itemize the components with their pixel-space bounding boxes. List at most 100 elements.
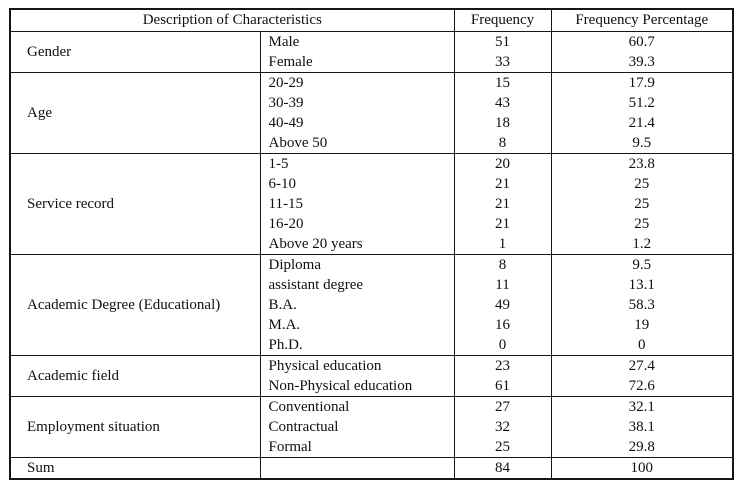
sum-label-cell: Sum xyxy=(9,456,261,479)
frequency-cell: 23 xyxy=(453,354,552,376)
table-row: Ph.D. 0 0 xyxy=(10,334,734,355)
frequency-cell: 8 xyxy=(453,253,552,275)
percentage-cell: 17.9 xyxy=(550,71,734,93)
table-row: Service record 1-5 20 23.8 xyxy=(9,152,734,254)
percentage-cell: 9.5 xyxy=(550,253,734,275)
table-row: 30-39 43 51.2 xyxy=(10,92,734,113)
subcategory-cell: Above 50 xyxy=(259,132,455,153)
frequency-cell: 21 xyxy=(453,213,552,234)
frequency-cell: 1 xyxy=(453,233,552,254)
frequency-cell: 33 xyxy=(453,51,552,72)
category-cell: Employment situation xyxy=(9,395,261,457)
table-body: Gender Male 51 60.7 Female 33 39.3 Age 20-29 15 17… xyxy=(9,30,734,479)
subcategory-cell: 30-39 xyxy=(259,92,455,113)
header-frequency-percentage: Frequency Percentage xyxy=(550,9,734,32)
subcategory-cell: 1-5 xyxy=(259,152,455,174)
frequency-cell: 18 xyxy=(453,112,552,133)
table-row: assistant degree 11 13.1 xyxy=(10,274,734,295)
percentage-cell: 25 xyxy=(550,193,734,214)
frequency-cell: 51 xyxy=(453,30,552,52)
subcategory-cell: 40-49 xyxy=(259,112,455,133)
percentage-cell: 32.1 xyxy=(550,395,734,417)
header-description: Description of Characteristics xyxy=(9,9,455,32)
table-row: Non-Physical education 61 72.6 xyxy=(10,375,734,396)
percentage-cell: 25 xyxy=(550,173,734,194)
frequency-cell: 21 xyxy=(453,193,552,214)
frequency-cell: 11 xyxy=(453,274,552,295)
subcategory-cell: Female xyxy=(259,51,455,72)
percentage-cell: 0 xyxy=(550,334,734,355)
percentage-cell: 9.5 xyxy=(550,132,734,153)
header-row: Description of Characteristics Frequency… xyxy=(9,9,734,32)
frequency-cell: 49 xyxy=(453,294,552,315)
table-row: Above 50 8 9.5 xyxy=(10,132,734,153)
sum-row: Sum 84 100 xyxy=(9,456,734,479)
table-row: M.A. 16 19 xyxy=(10,314,734,335)
percentage-cell: 39.3 xyxy=(550,51,734,72)
percentage-cell: 1.2 xyxy=(550,233,734,254)
subcategory-cell: Conventional xyxy=(259,395,455,417)
table-row: Contractual 32 38.1 xyxy=(10,416,734,437)
category-cell: Academic field xyxy=(9,354,261,396)
header-frequency: Frequency xyxy=(453,9,552,32)
table-row: Age 20-29 15 17.9 xyxy=(9,71,734,153)
table-row: Employment situation Conventional 27 32.1 xyxy=(9,395,734,457)
subcategory-cell: M.A. xyxy=(259,314,455,335)
subcategory-cell: Above 20 years xyxy=(259,233,455,254)
percentage-cell: 21.4 xyxy=(550,112,734,133)
subcategory-cell: 11-15 xyxy=(259,193,455,214)
table-row: Gender Male 51 60.7 xyxy=(9,30,734,72)
frequency-cell: 43 xyxy=(453,92,552,113)
percentage-cell: 19 xyxy=(550,314,734,335)
subcategory-cell: Contractual xyxy=(259,416,455,437)
table-row: 6-10 21 25 xyxy=(10,173,734,194)
frequency-cell: 27 xyxy=(453,395,552,417)
subcategory-cell: Male xyxy=(259,30,455,52)
category-cell: Gender xyxy=(9,30,261,72)
percentage-cell: 60.7 xyxy=(550,30,734,52)
subcategory-cell: 16-20 xyxy=(259,213,455,234)
frequency-cell: 32 xyxy=(453,416,552,437)
table-row: Female 33 39.3 xyxy=(10,51,734,72)
percentage-cell: 58.3 xyxy=(550,294,734,315)
subcategory-cell: 6-10 xyxy=(259,173,455,194)
table-row: Academic Degree (Educational) Diploma 8 9.5 xyxy=(9,253,734,355)
subcategory-cell: 20-29 xyxy=(259,71,455,93)
subcategory-cell: assistant degree xyxy=(259,274,455,295)
table-row: 11-15 21 25 xyxy=(10,193,734,214)
category-cell: Service record xyxy=(9,152,261,254)
frequency-cell: 15 xyxy=(453,71,552,93)
table-row: 40-49 18 21.4 xyxy=(10,112,734,133)
subcategory-cell: Ph.D. xyxy=(259,334,455,355)
frequency-cell: 8 xyxy=(453,132,552,153)
subcategory-cell: Diploma xyxy=(259,253,455,275)
table-row: Academic field Physical education 23 27.4 xyxy=(9,354,734,396)
percentage-cell: 27.4 xyxy=(550,354,734,376)
frequency-cell: 20 xyxy=(453,152,552,174)
percentage-cell: 23.8 xyxy=(550,152,734,174)
subcategory-cell: Formal xyxy=(259,436,455,457)
frequency-cell: 61 xyxy=(453,375,552,396)
frequency-cell: 21 xyxy=(453,173,552,194)
table-row: B.A. 49 58.3 xyxy=(10,294,734,315)
percentage-cell: 25 xyxy=(550,213,734,234)
subcategory-cell: Physical education xyxy=(259,354,455,376)
percentage-cell: 38.1 xyxy=(550,416,734,437)
percentage-cell: 29.8 xyxy=(550,436,734,457)
percentage-cell: 13.1 xyxy=(550,274,734,295)
category-cell: Academic Degree (Educational) xyxy=(9,253,261,355)
table-row: Above 20 years 1 1.2 xyxy=(10,233,734,254)
characteristics-table: Description of Characteristics Frequency… xyxy=(9,8,735,480)
subcategory-cell: B.A. xyxy=(259,294,455,315)
percentage-cell: 72.6 xyxy=(550,375,734,396)
frequency-cell: 0 xyxy=(453,334,552,355)
table-row: Formal 25 29.8 xyxy=(10,436,734,457)
empty-cell xyxy=(259,456,455,479)
frequency-cell: 25 xyxy=(453,436,552,457)
frequency-cell: 16 xyxy=(453,314,552,335)
percentage-cell: 51.2 xyxy=(550,92,734,113)
sum-frequency-cell: 84 xyxy=(453,456,552,479)
category-cell: Age xyxy=(9,71,261,153)
table-header: Description of Characteristics Frequency… xyxy=(9,9,734,32)
